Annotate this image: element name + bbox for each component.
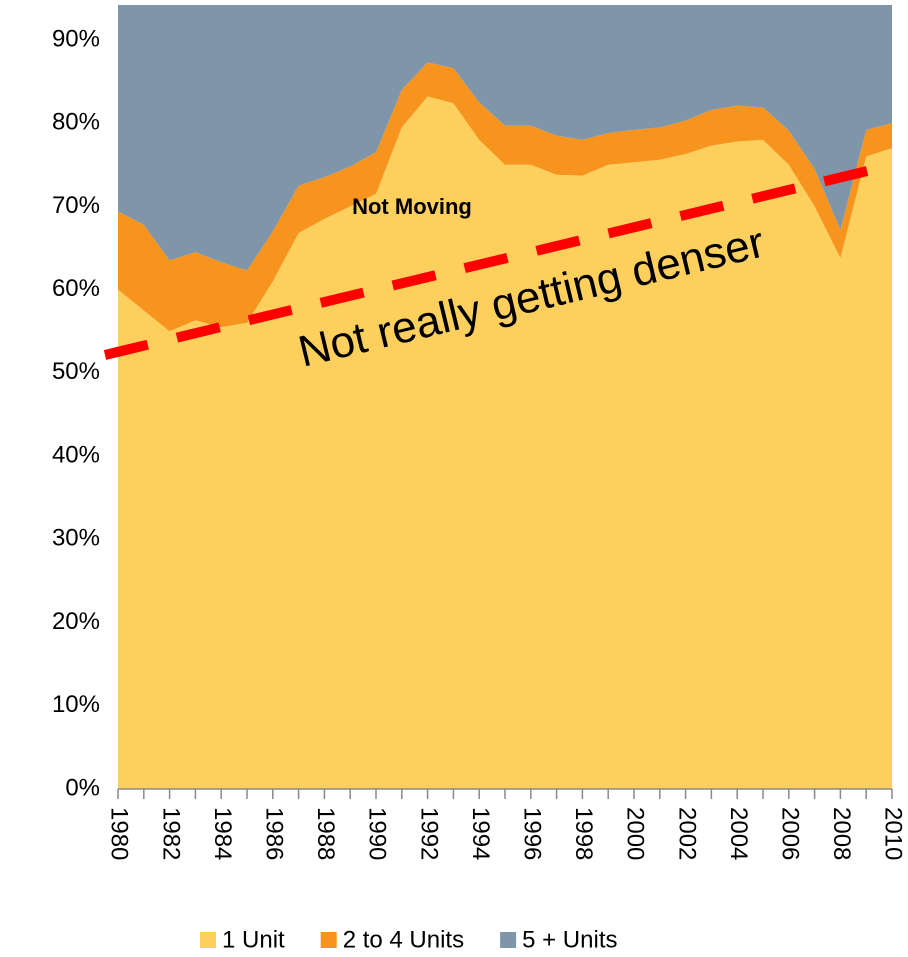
legend-swatch: [320, 932, 337, 948]
x-tick-label: 2008: [828, 807, 855, 860]
legend-label: 5 + Units: [522, 926, 617, 953]
area: [118, 96, 892, 789]
x-tick-label: 1992: [415, 807, 442, 860]
x-tick-label: 1998: [570, 807, 597, 860]
legend-swatch: [500, 932, 517, 948]
x-tick-label: 1982: [157, 807, 184, 860]
x-tick-label: 1990: [364, 807, 391, 860]
y-tick-label: 60%: [52, 275, 100, 302]
y-tick-label: 70%: [52, 192, 100, 219]
y-tick-label: 50%: [52, 358, 100, 385]
x-tick-label: 1980: [106, 807, 133, 860]
x-tick-label: 2000: [622, 807, 649, 860]
legend-swatch: [200, 932, 216, 948]
legend: 1 Unit 2 to 4 Units 5 + Units: [200, 926, 618, 953]
legend-label: 1 Unit: [222, 926, 285, 953]
legend-label: 2 to 4 Units: [343, 926, 464, 953]
y-tick-label: 10%: [52, 691, 100, 718]
x-tick-label: 1986: [260, 807, 287, 860]
y-tick-label: 20%: [52, 608, 100, 635]
x-tick-label: 2002: [673, 807, 700, 860]
x-tick-label: 2004: [725, 807, 752, 860]
x-tick-label: 1988: [312, 807, 339, 860]
y-tick-label: 80%: [52, 109, 100, 136]
area: [118, 5, 892, 271]
y-tick-label: 90%: [52, 25, 100, 52]
x-tick-label: 1996: [518, 807, 545, 860]
plot-area: [118, 5, 892, 789]
x-tick-label: 2010: [880, 807, 907, 860]
annotation: Not Moving: [352, 194, 472, 219]
x-tick-label: 2006: [776, 807, 803, 860]
area: [118, 62, 892, 332]
x-tick-label: 1984: [209, 807, 236, 860]
x-tick-label: 1994: [467, 807, 494, 860]
y-tick-label: 30%: [52, 525, 100, 552]
trend-line: [103, 160, 894, 360]
axes: 0% 10% 20% 30% 40% 50% 60% 70% 80% 90% 1980 1982 198…: [52, 25, 907, 860]
y-tick-label: 0%: [65, 774, 100, 801]
y-tick-label: 40%: [52, 441, 100, 468]
